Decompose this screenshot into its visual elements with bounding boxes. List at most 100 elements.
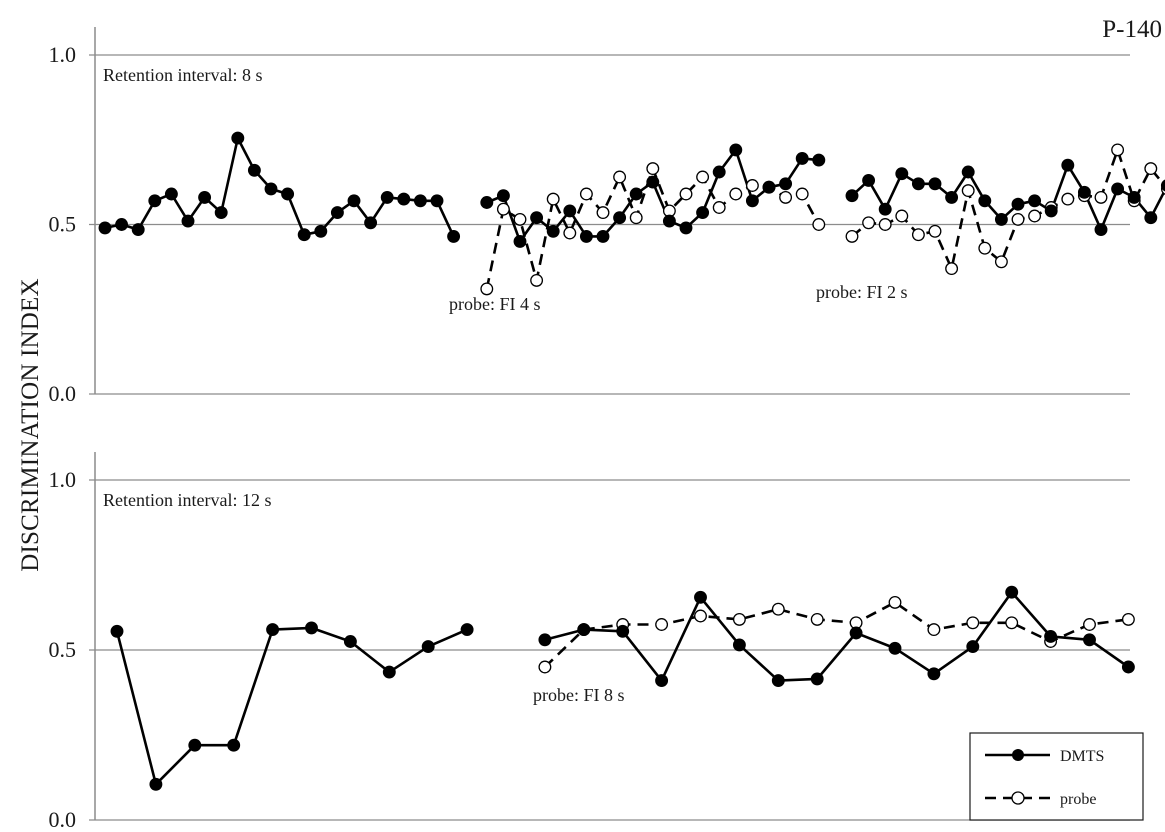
bottom-gridlines: 0.0 0.5 1.0 <box>49 452 1130 832</box>
bottom-dmts-line-segment-0 <box>115 626 468 786</box>
top-dmts-point <box>613 211 627 225</box>
bottom-probe-point <box>927 623 941 637</box>
top-dmts-point <box>164 187 178 201</box>
bottom-dmts-point <box>110 624 124 638</box>
top-dmts-point <box>629 187 643 201</box>
bottom-dmts-point <box>655 674 669 688</box>
top-probe-label-fi4: probe: FI 4 s <box>449 294 541 314</box>
top-probe-point <box>546 192 560 206</box>
top-probe-point <box>513 212 527 226</box>
bottom-dmts-point <box>460 623 474 637</box>
top-dmts-point <box>779 177 793 191</box>
bottom-dmts-point <box>616 624 630 638</box>
top-dmts-point <box>247 163 261 177</box>
legend-dmts-marker <box>1012 749 1024 761</box>
bottom-y-tick-label-0: 0.0 <box>49 807 77 832</box>
bottom-y-tick-label-1: 0.5 <box>49 637 77 662</box>
top-dmts-point <box>1077 185 1091 199</box>
bottom-series-layer <box>110 585 1135 791</box>
top-y-tick-label-1: 0.5 <box>49 212 77 237</box>
bottom-probe-label-fi8: probe: FI 8 s <box>533 685 625 705</box>
top-probe-point <box>596 206 610 220</box>
top-y-tick-label-2: 1.0 <box>49 42 77 67</box>
top-probe-point <box>1061 192 1075 206</box>
y-axis-label: DISCRIMINATION INDEX <box>17 278 44 572</box>
top-dmts-point <box>1127 190 1141 204</box>
top-dmts-point <box>115 218 129 231</box>
top-dmts-point <box>729 143 743 157</box>
bottom-probe-point <box>655 618 669 631</box>
legend-probe-marker <box>1011 791 1025 805</box>
top-dmts-point <box>712 165 726 179</box>
panel-top: 0.0 0.5 1.0 Retention interval: 8 s probe:… <box>49 27 1165 406</box>
top-probe-point <box>878 218 892 231</box>
top-dmts-point <box>447 229 461 243</box>
top-dmts-point <box>745 194 759 208</box>
top-probe-point <box>1144 162 1158 176</box>
bottom-dmts-point <box>227 738 241 752</box>
bottom-dmts-point <box>849 626 863 640</box>
top-dmts-point <box>845 189 859 203</box>
bottom-probe-point <box>966 616 980 630</box>
bottom-dmts-point <box>577 623 591 637</box>
top-dmts-point <box>413 194 427 208</box>
top-dmts-point <box>928 177 942 191</box>
top-probe-point <box>1028 209 1042 223</box>
top-probe-point <box>563 226 577 240</box>
top-dmts-point <box>231 131 245 145</box>
top-dmts-point <box>148 194 162 208</box>
top-probe-point <box>745 179 759 192</box>
top-dmts-point <box>281 187 295 201</box>
top-dmts-point <box>430 194 444 208</box>
top-probe-label-fi2: probe: FI 2 s <box>816 282 908 302</box>
top-probe-point <box>978 241 992 255</box>
bottom-probe-point <box>810 612 824 626</box>
top-dmts-point <box>945 190 959 204</box>
top-probe-point <box>579 187 593 201</box>
bottom-panel-title: Retention interval: 12 s <box>103 490 271 510</box>
legend-dmts-label: DMTS <box>1060 748 1104 765</box>
bottom-dmts-point <box>927 667 941 681</box>
bottom-probe-point <box>771 602 785 616</box>
top-probe-point <box>530 273 544 287</box>
top-probe-point <box>895 209 909 223</box>
top-probe-point <box>613 170 627 184</box>
bottom-dmts-point <box>1005 585 1019 599</box>
top-probe-point <box>1011 212 1025 226</box>
top-probe-point <box>1111 143 1125 157</box>
top-dmts-point <box>696 206 710 220</box>
panel-bottom: 0.0 0.5 1.0 Retention interval: 12 s probe… <box>49 452 1135 832</box>
legend-probe-label: probe <box>1060 791 1096 808</box>
bottom-dmts-point <box>538 633 552 647</box>
top-probe-point <box>629 211 643 225</box>
top-dmts-point <box>1144 211 1158 225</box>
top-probe-line-segment-1 <box>851 148 1165 270</box>
top-probe-point <box>696 170 710 184</box>
bottom-dmts-point <box>888 641 902 655</box>
top-dmts-point <box>1111 182 1125 196</box>
bottom-dmts-point <box>810 672 824 686</box>
corner-label: P-140 <box>1102 16 1162 43</box>
top-dmts-point <box>364 216 378 230</box>
top-dmts-point <box>530 211 544 225</box>
bottom-y-tick-label-2: 1.0 <box>49 467 77 492</box>
top-probe-point <box>945 262 959 276</box>
bottom-dmts-point <box>421 640 435 654</box>
top-probe-point <box>679 187 693 201</box>
bottom-dmts-point <box>343 635 357 648</box>
top-probe-point <box>994 255 1008 269</box>
top-dmts-point <box>513 234 527 248</box>
top-probe-point <box>1094 190 1108 204</box>
bottom-dmts-point <box>149 777 163 791</box>
bottom-dmts-point <box>694 590 707 604</box>
top-dmts-point <box>911 177 925 191</box>
top-probe-point <box>862 216 876 230</box>
top-gridlines: 0.0 0.5 1.0 <box>49 27 1130 406</box>
top-dmts-point <box>878 202 892 216</box>
top-dmts-point <box>214 206 228 220</box>
top-probe-point <box>712 201 726 214</box>
legend-box <box>969 732 1144 821</box>
top-dmts-point <box>961 165 975 179</box>
bottom-dmts-line-segment-1 <box>544 590 1130 682</box>
